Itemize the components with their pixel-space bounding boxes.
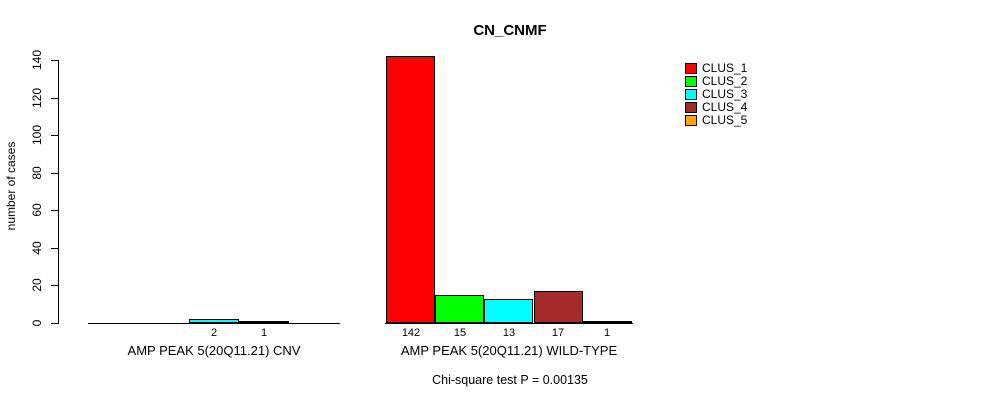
y-axis-tick — [51, 173, 58, 174]
x-baseline — [385, 323, 633, 324]
legend-label: CLUS_5 — [702, 113, 748, 127]
legend-swatch-clus-2 — [685, 76, 697, 87]
bar-clus-1-group1 — [386, 56, 435, 323]
bar-value-label: 2 — [210, 327, 218, 339]
y-tick-label: 140 — [30, 49, 44, 71]
legend-label: CLUS_4 — [702, 100, 748, 114]
legend-item-clus-5: CLUS_5 — [685, 114, 747, 127]
bar-clus-3-group1 — [484, 299, 533, 323]
y-axis-tick — [51, 285, 58, 286]
y-tick-label: 60 — [30, 203, 44, 217]
chart-title: CN_CNMF — [473, 22, 547, 39]
legend-swatch-clus-5 — [685, 115, 697, 126]
bar-value-label: 142 — [401, 327, 421, 339]
legend-item-clus-3: CLUS_3 — [685, 88, 747, 101]
legend-item-clus-4: CLUS_4 — [685, 101, 747, 114]
legend-swatch-clus-3 — [685, 89, 697, 100]
y-tick-label: 80 — [30, 166, 44, 180]
x-group-label-wild-type: AMP PEAK 5(20Q11.21) WILD-TYPE — [400, 343, 618, 358]
y-tick-label: 40 — [30, 241, 44, 255]
bar-clus-5-group1 — [583, 321, 632, 323]
y-tick-label: 20 — [30, 278, 44, 292]
bar-clus-3-group0 — [189, 319, 239, 323]
x-group-label-cnv: AMP PEAK 5(20Q11.21) CNV — [127, 343, 301, 358]
bar-value-label: 1 — [260, 327, 268, 339]
bar-clus-4-group1 — [534, 291, 583, 323]
bar-clus-2-group1 — [435, 295, 484, 323]
y-tick-label: 120 — [30, 87, 44, 109]
y-axis-tick — [51, 210, 58, 211]
bar-value-label: 1 — [603, 327, 611, 339]
legend-swatch-clus-1 — [685, 63, 697, 74]
legend-label: CLUS_2 — [702, 74, 748, 88]
legend-item-clus-2: CLUS_2 — [685, 75, 747, 88]
bar-value-label: 17 — [551, 327, 565, 339]
y-axis-tick — [51, 60, 58, 61]
legend-swatch-clus-4 — [685, 102, 697, 113]
y-tick-label: 100 — [30, 124, 44, 146]
y-tick-label: 0 — [30, 319, 44, 327]
legend-label: CLUS_1 — [702, 61, 748, 75]
bar-value-label: 15 — [453, 327, 467, 339]
legend-item-clus-1: CLUS_1 — [685, 62, 747, 75]
legend-label: CLUS_3 — [702, 87, 748, 101]
y-axis-line — [58, 60, 59, 324]
bar-value-label: 13 — [502, 327, 516, 339]
chi-square-note: Chi-square test P = 0.00135 — [432, 373, 588, 387]
y-axis-tick — [51, 98, 58, 99]
y-axis-tick — [51, 135, 58, 136]
y-axis-tick — [51, 248, 58, 249]
bar-clus-4-group0 — [239, 321, 289, 323]
y-axis-tick — [51, 323, 58, 324]
legend: CLUS_1 CLUS_2 CLUS_3 CLUS_4 CLUS_5 — [685, 62, 747, 127]
x-baseline — [88, 323, 340, 324]
